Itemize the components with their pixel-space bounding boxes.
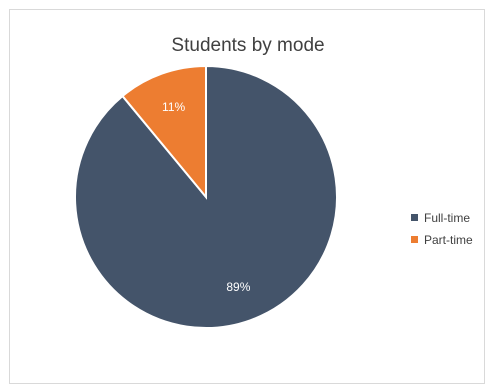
legend-label-part-time: Part-time — [424, 232, 473, 247]
legend-swatch-part-time — [411, 236, 418, 243]
legend-item-part-time: Part-time — [411, 231, 473, 248]
pie-slice-part-time — [121, 64, 207, 200]
legend-item-full-time: Full-time — [411, 209, 473, 226]
pie-chart: 89% 11% — [74, 64, 338, 329]
legend: Full-time Part-time — [411, 209, 473, 253]
data-label-full-time: 89% — [226, 280, 250, 294]
legend-swatch-full-time — [411, 214, 418, 221]
chart-area: Students by mode 89% 11% Full-time Part-t… — [9, 9, 485, 384]
data-label-part-time: 11% — [162, 100, 185, 114]
chart-title: Students by mode — [171, 35, 325, 56]
legend-label-full-time: Full-time — [424, 210, 471, 225]
